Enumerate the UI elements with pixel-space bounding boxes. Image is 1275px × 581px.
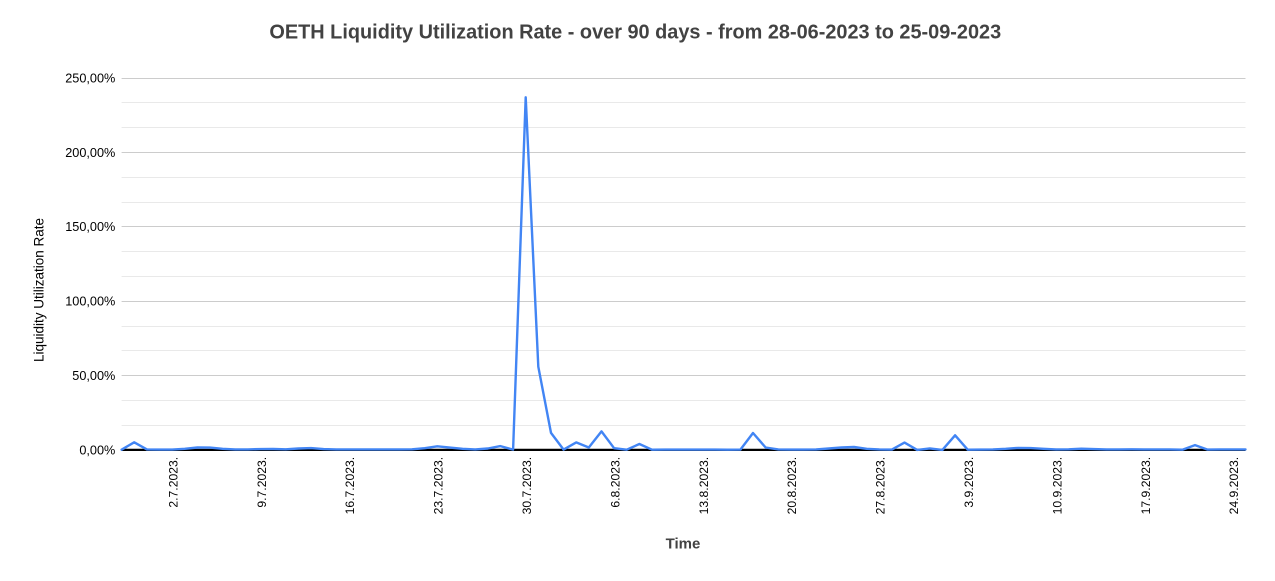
svg-text:30.7.2023.: 30.7.2023.: [520, 457, 534, 515]
svg-text:150,00%: 150,00%: [65, 220, 115, 234]
svg-text:27.8.2023.: 27.8.2023.: [874, 457, 888, 515]
svg-text:13.8.2023.: 13.8.2023.: [697, 457, 711, 515]
svg-text:23.7.2023.: 23.7.2023.: [432, 457, 446, 515]
svg-text:Liquidity Utilization Rate: Liquidity Utilization Rate: [31, 218, 46, 362]
svg-text:24.9.2023.: 24.9.2023.: [1227, 457, 1241, 515]
svg-text:OETH Liquidity Utilization Rat: OETH Liquidity Utilization Rate - over 9…: [269, 22, 1001, 44]
svg-text:250,00%: 250,00%: [65, 71, 115, 85]
svg-text:100,00%: 100,00%: [65, 295, 115, 309]
svg-text:Time: Time: [666, 536, 701, 553]
svg-text:10.9.2023.: 10.9.2023.: [1050, 457, 1064, 515]
svg-text:9.7.2023.: 9.7.2023.: [255, 457, 269, 508]
svg-text:0,00%: 0,00%: [79, 443, 115, 457]
svg-text:16.7.2023.: 16.7.2023.: [343, 457, 357, 515]
svg-text:17.9.2023.: 17.9.2023.: [1139, 457, 1153, 515]
svg-text:6.8.2023.: 6.8.2023.: [608, 457, 622, 508]
svg-text:50,00%: 50,00%: [72, 369, 115, 383]
svg-text:3.9.2023.: 3.9.2023.: [962, 457, 976, 508]
svg-text:20.8.2023.: 20.8.2023.: [785, 457, 799, 515]
svg-text:200,00%: 200,00%: [65, 146, 115, 160]
svg-text:2.7.2023.: 2.7.2023.: [166, 457, 180, 508]
